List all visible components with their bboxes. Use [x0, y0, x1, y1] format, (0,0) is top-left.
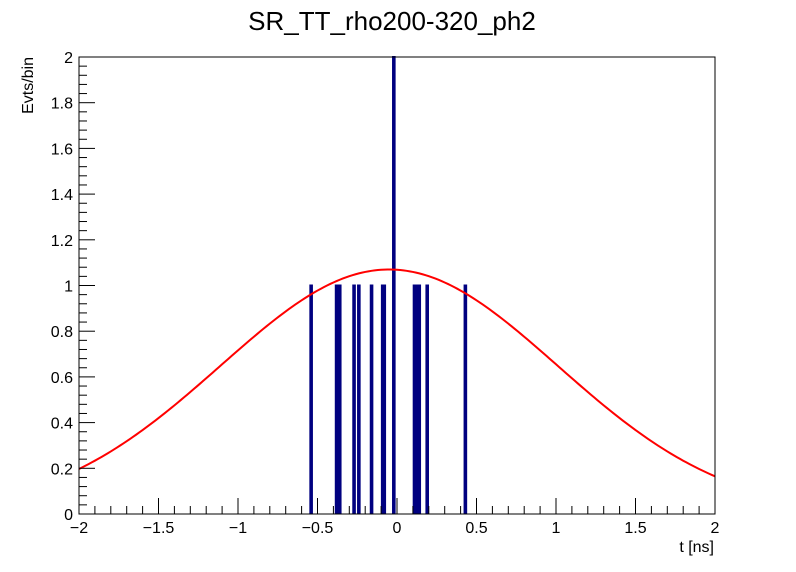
y-tick-label: 0: [64, 507, 73, 524]
histogram-bar-4: [357, 284, 361, 514]
y-tick-label: 1: [64, 279, 73, 296]
fit-curve-layer: [78, 268, 716, 478]
x-tick-label: 1: [552, 520, 561, 537]
fit-curve: [78, 268, 716, 478]
histogram-bar-12: [425, 284, 430, 514]
histogram-bar-11: [417, 284, 422, 514]
x-tick-label: 1.5: [624, 520, 646, 537]
histogram-bar-5: [369, 284, 374, 514]
histogram-bar-8: [392, 56, 396, 514]
histogram-bar-1: [334, 284, 339, 514]
x-axis-title: t [ns]: [679, 539, 714, 556]
y-tick-label: 1.8: [51, 96, 73, 113]
histogram-bar-10: [414, 284, 418, 514]
x-tick-label: 2: [711, 520, 720, 537]
histogram-bar-0: [309, 284, 313, 514]
y-tick-label: 2: [64, 50, 73, 67]
x-tick-label: 0: [393, 520, 402, 537]
y-axis-title: Evts/bin: [20, 57, 37, 114]
x-tick-label: −1: [229, 520, 247, 537]
x-tick-label: −1.5: [143, 520, 175, 537]
y-tick-label: 1.6: [51, 141, 73, 158]
histogram-bar-3: [352, 284, 356, 514]
chart-title: SR_TT_rho200-320_ph2: [248, 6, 536, 36]
histogram-bar-13: [463, 284, 468, 514]
y-axis: 0 0.2 0.4 0.6 0.8 1 1.2 1.4 1.6 1.8 2: [51, 50, 95, 524]
x-tick-label: 0.5: [465, 520, 487, 537]
histogram-bar-2: [337, 284, 342, 514]
y-tick-label: 0.4: [51, 416, 73, 433]
y-tick-label: 0.2: [51, 461, 73, 478]
y-tick-label: 0.8: [51, 324, 73, 341]
x-tick-label: −2: [70, 520, 88, 537]
histogram-bar-7: [382, 284, 387, 514]
y-tick-label: 1.2: [51, 233, 73, 250]
y-tick-label: 1.4: [51, 187, 73, 204]
x-axis: −2 −1.5 −1 −0.5 0 0.5 1 1.5 2: [70, 498, 720, 537]
x-tick-label: −0.5: [302, 520, 334, 537]
y-tick-label: 0.6: [51, 370, 73, 387]
